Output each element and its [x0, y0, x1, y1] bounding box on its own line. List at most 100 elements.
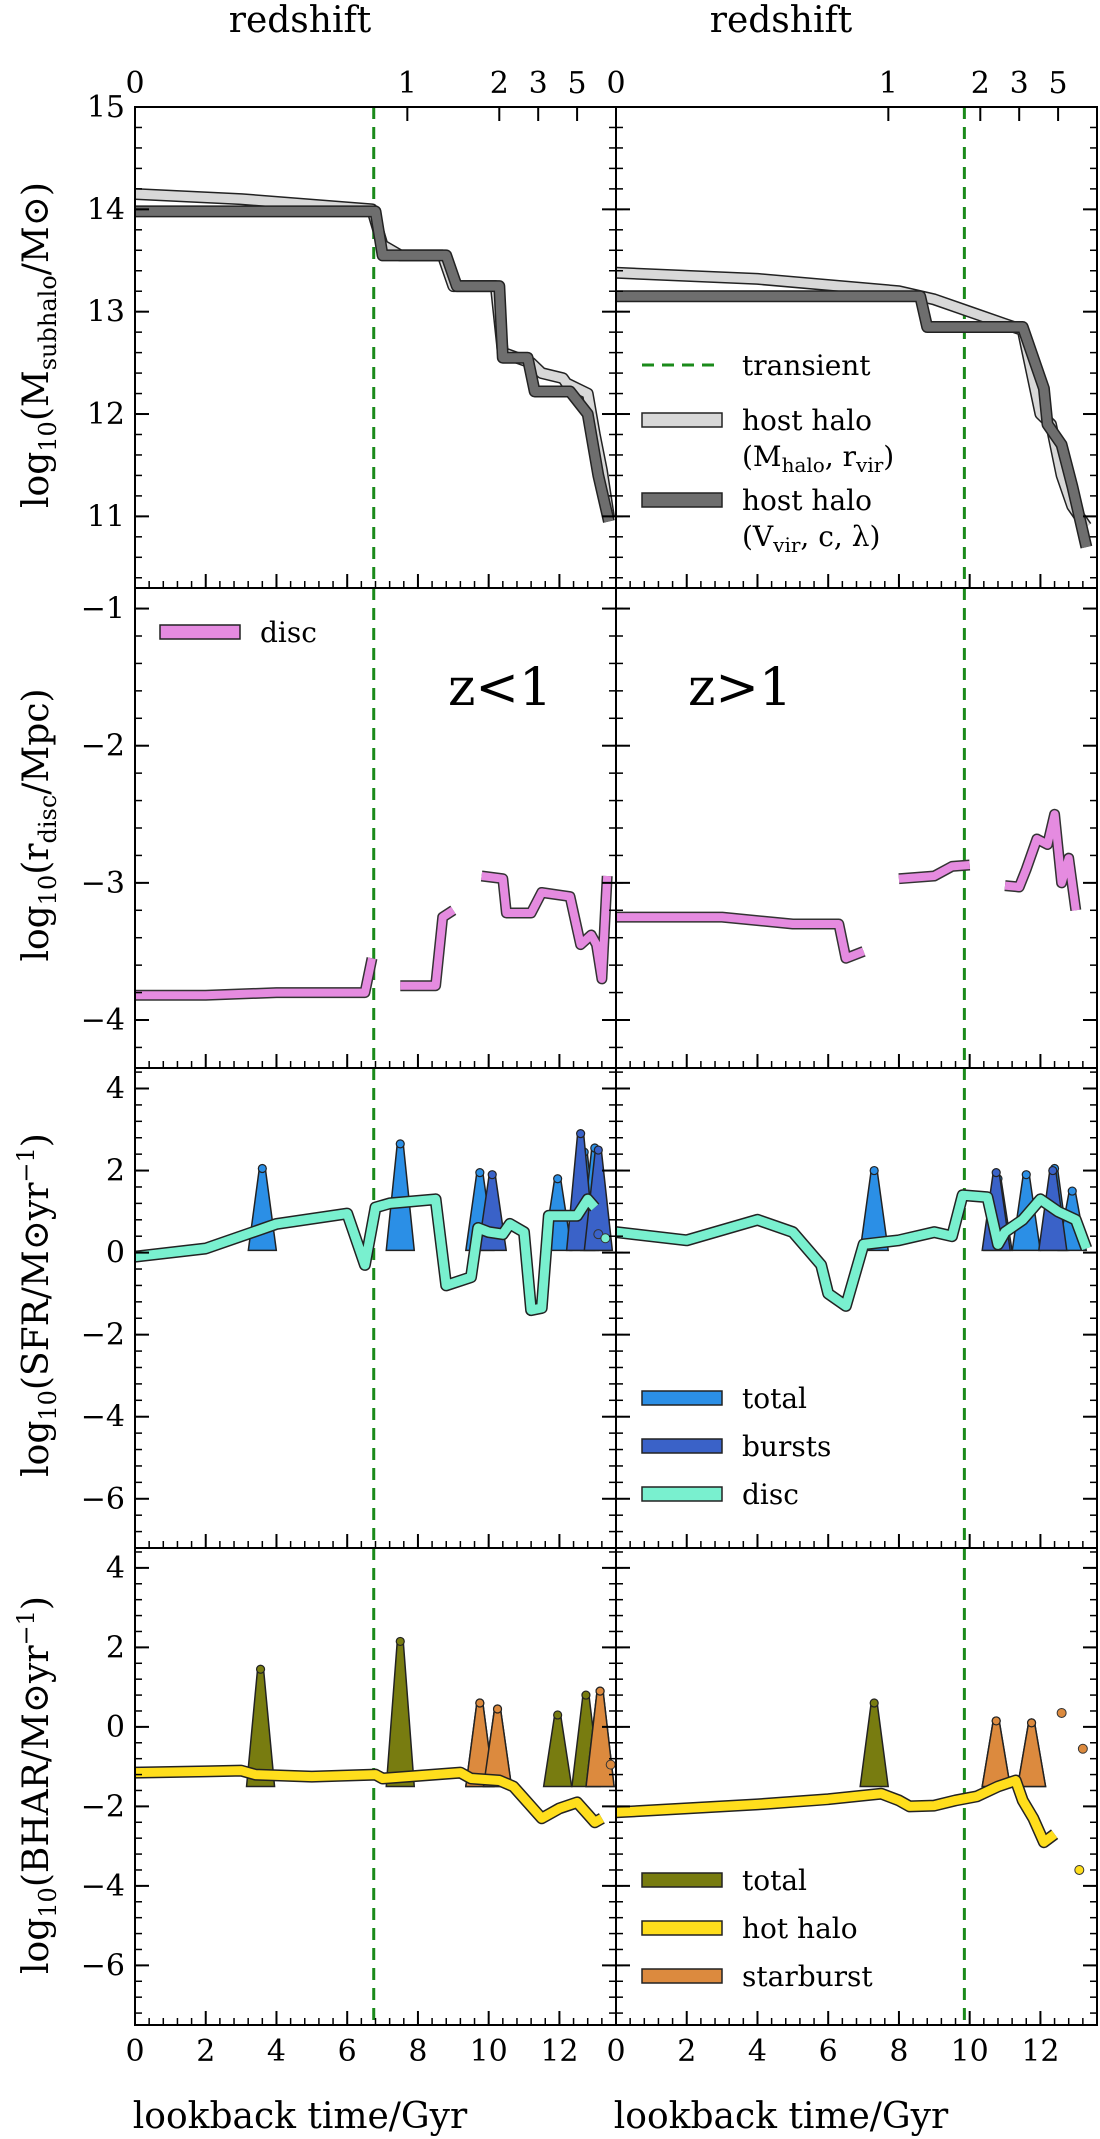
spike-total: [542, 1714, 573, 1788]
redshift-tick-label: 2: [971, 66, 990, 101]
y-axis-title-prefix: log: [16, 1918, 57, 1974]
legend-bhar-starburst-label: starburst: [742, 1960, 873, 1993]
y-tick-label: −3: [81, 866, 125, 901]
y-axis-title: log10(rdisc/Mpc): [16, 688, 62, 961]
legend-disc-size-label: disc: [260, 616, 317, 649]
isolated-point: [600, 1233, 611, 1244]
plot-area: [135, 588, 613, 1068]
redshift-tick-label: 1: [879, 66, 898, 101]
spike-tip: [553, 1174, 563, 1184]
series-outline-host-halo--mhalo--rvir-: [135, 188, 615, 518]
y-tick-label: 14: [87, 192, 125, 227]
legend-host-halo-mhalo-label-line2: (Mhalo, rvir): [742, 440, 894, 477]
spike-tip: [1048, 1165, 1058, 1176]
x-tick-label: 8: [889, 2034, 908, 2069]
x-tick-label: 10: [951, 2034, 989, 2069]
top-axis-title-left: redshift: [229, 0, 372, 41]
legend-host-halo-vvir-swatch: [641, 492, 723, 508]
redshift-tick-label: 0: [606, 66, 625, 101]
y-axis-title-sup: −1: [12, 1610, 40, 1645]
x-tick-label: 12: [1021, 2034, 1059, 2069]
legend-transient-label: transient: [742, 349, 871, 382]
legend-bhar-total-swatch: [641, 1872, 723, 1888]
y-tick-label: 4: [106, 1551, 125, 1586]
x-tick-label: 0: [125, 2034, 144, 2069]
y-axis-title-sub2: subhalo: [34, 275, 62, 370]
legend-host-halo-vvir-label: host halo: [742, 484, 872, 517]
spike-tip: [593, 1145, 603, 1155]
y-axis-title-sub: 10: [34, 875, 62, 906]
redshift-tick-label: 0: [125, 66, 144, 101]
y-tick-label: 0: [106, 1710, 125, 1745]
isolated-point: [1077, 1743, 1088, 1754]
spike-tip: [487, 1170, 497, 1180]
spike-tip: [991, 1168, 1001, 1178]
panel-bhar-right: 0 2 4 6 8 10 12: [606, 1547, 1098, 2069]
y-tick-label: −2: [81, 1318, 125, 1353]
spike-starburst: [1016, 1722, 1047, 1788]
legend-sfr-bursts-label: bursts: [742, 1430, 831, 1463]
spike-tip: [553, 1710, 563, 1720]
y-tick-label: 2: [106, 1630, 125, 1665]
plot-area: [616, 1068, 1093, 1548]
legend-part: ): [883, 440, 894, 473]
y-axis-title-body: (M: [16, 370, 57, 421]
y-tick-label: 2: [106, 1154, 125, 1189]
y-tick-label: −2: [81, 1789, 125, 1824]
redshift-tick-label: 1: [398, 66, 417, 101]
legend-bhar-total-label: total: [742, 1864, 807, 1897]
y-tick-label: 15: [87, 90, 125, 125]
spike-total: [385, 1640, 416, 1788]
y-axis-title: log10(SFR/M⊙yr−1): [12, 1133, 62, 1477]
spike-tip: [576, 1129, 586, 1139]
y-axis-title-tail: ): [16, 1596, 57, 1610]
disc-segment-2: [1004, 810, 1080, 911]
y-tick-label: 12: [87, 397, 125, 432]
spike-tip: [581, 1690, 591, 1700]
y-axis-title-sub: 10: [34, 1390, 62, 1421]
legend-sfr-disc-swatch: [641, 1486, 723, 1502]
disc-segment-0: [135, 957, 376, 1000]
y-axis-title-sub: 10: [34, 421, 62, 452]
plot-area: [135, 107, 615, 588]
series-line-host-halo--vvir--c----: [135, 206, 614, 523]
redshift-tick-label: 5: [568, 66, 587, 101]
bottom-axis-title-left: lookback time/Gyr: [133, 2096, 468, 2137]
annotation-z-greater-than-1: z>1: [688, 658, 792, 718]
y-tick-label: −6: [81, 1948, 125, 1983]
panel-sfr-left: −6 −4 −2 0 2 4: [81, 1067, 617, 1549]
y-axis-title-tail: /Mpc): [16, 688, 57, 794]
y-tick-label: −4: [81, 1400, 125, 1435]
spike-starburst: [981, 1720, 1012, 1788]
y-axis-title-body: (SFR/M⊙yr: [16, 1182, 57, 1390]
spike-tip: [475, 1698, 485, 1708]
y-tick-label: −4: [81, 1003, 125, 1038]
legend-sfr-disc-label: disc: [742, 1478, 799, 1511]
y-axis-title-body: (r: [16, 843, 57, 875]
spike-tip: [395, 1139, 405, 1149]
legend-bhar-starburst-swatch: [641, 1968, 723, 1984]
plot-area: [616, 107, 1093, 588]
redshift-tick-label: 5: [1049, 66, 1068, 101]
x-tick-label: 2: [677, 2034, 696, 2069]
series-line-hot-halo: [616, 1776, 1058, 1847]
spike-tip: [395, 1636, 405, 1647]
legend-part: (M: [742, 440, 782, 473]
top-axis-title-right: redshift: [710, 0, 853, 41]
spike-tip: [869, 1165, 879, 1176]
y-axis-title: log10(Msubhalo/M⊙): [16, 182, 62, 508]
redshift-tick-label: 3: [529, 66, 548, 101]
y-tick-label: 4: [106, 1072, 125, 1107]
x-tick-label: 6: [819, 2034, 838, 2069]
y-tick-label: 0: [106, 1236, 125, 1271]
series-line-disc: [616, 1190, 1091, 1311]
legend-sub: vir: [855, 453, 884, 477]
spike-tip: [492, 1704, 503, 1714]
y-tick-label: −6: [81, 1482, 125, 1517]
bottom-axis-title-right: lookback time/Gyr: [614, 2096, 949, 2137]
x-tick-label: 4: [748, 2034, 767, 2069]
legend-part: , r: [825, 440, 857, 473]
